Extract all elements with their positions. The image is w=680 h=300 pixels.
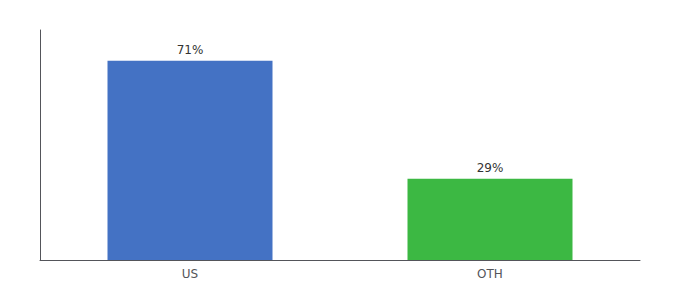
- svg-text:US: US: [182, 267, 198, 281]
- svg-text:71%: 71%: [177, 43, 204, 57]
- svg-text:OTH: OTH: [477, 267, 503, 281]
- svg-text:29%: 29%: [477, 161, 504, 175]
